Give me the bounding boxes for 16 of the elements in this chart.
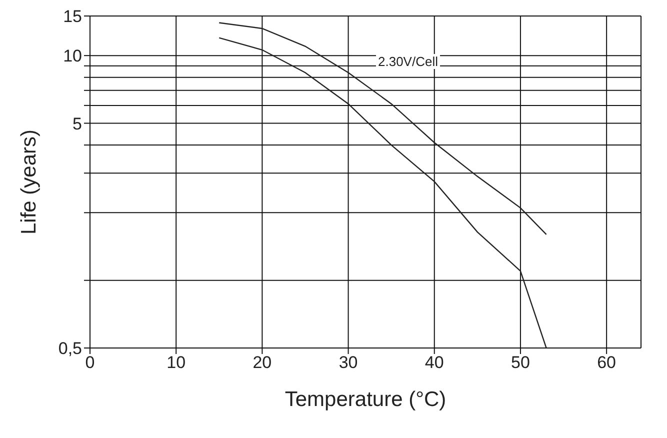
x-tick-label: 20 [252, 353, 272, 372]
x-tick-label: 40 [424, 353, 444, 372]
x-tick-label: 10 [166, 353, 186, 372]
x-tick-label: 60 [597, 353, 616, 372]
line-series [218, 37, 547, 348]
x-tick-label: 50 [511, 353, 530, 372]
y-tick-label: 15 [63, 7, 82, 26]
x-tick-label: 0 [85, 353, 95, 372]
x-tick-label: 30 [338, 353, 358, 372]
y-tick-label: 5 [72, 114, 82, 134]
y-tick-label: 0,5 [58, 339, 82, 358]
y-tick-label: 10 [63, 46, 82, 66]
x-axis-title: Temperature (°C) [284, 388, 446, 411]
annotation: 2.30V/Cell [376, 54, 440, 69]
line-series [218, 22, 547, 236]
y-axis-title: Life (years) [17, 129, 40, 235]
